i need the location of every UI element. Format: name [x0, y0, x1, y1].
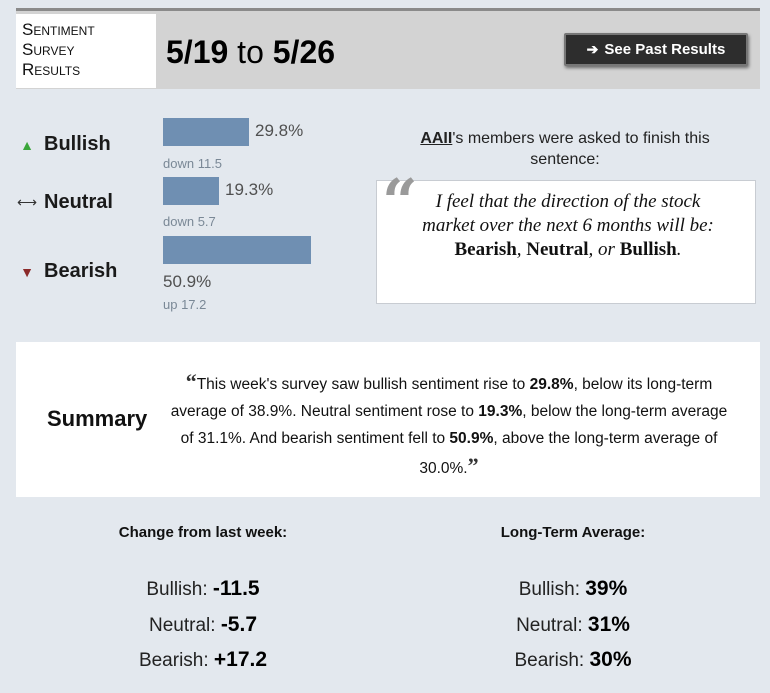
question-box — [376, 180, 756, 304]
change-value-bearish: +17.2 — [213, 648, 268, 671]
change-value-neutral: -5.7 — [220, 613, 257, 636]
change-label-bullish: Bullish: — [146, 579, 208, 600]
neutral-change: down 5.7 — [163, 214, 216, 229]
question-sentence: I feel that the direction of the stock m… — [420, 190, 716, 262]
long-term-label-bearish: Bearish: — [514, 650, 585, 671]
option-sep-2: , or — [588, 239, 620, 260]
bullish-change: down 11.5 — [163, 156, 223, 171]
close-quote-icon: ” — [467, 453, 479, 478]
aaii-link[interactable]: AAII — [420, 130, 453, 147]
summary-label: Summary — [47, 406, 148, 431]
down-triangle-icon: ▼ — [20, 263, 34, 280]
header-top-rule — [16, 8, 760, 11]
date-to: 5/26 — [272, 34, 336, 70]
question-sentence-text: I feel that the direction of the stock m… — [422, 191, 714, 236]
bearish-bar — [163, 236, 311, 264]
up-triangle-icon: ▲ — [20, 136, 34, 153]
long-term-row-neutral: Neutral: 31% — [456, 613, 690, 637]
change-row-bullish: Bullish: -11.5 — [86, 577, 320, 601]
summary-value-bullish: 29.8% — [529, 376, 574, 393]
summary-part-2: , below its long-term average of 38.9%. … — [170, 376, 713, 420]
option-sep-1: , — [516, 239, 527, 260]
double-arrow-icon: ⟷ — [16, 194, 38, 210]
summary-text: “This week's survey saw bullish sentimen… — [166, 368, 732, 482]
option-bearish: Bearish — [454, 239, 517, 260]
bearish-percent: 50.9% — [163, 272, 212, 291]
title-line-2: Survey — [22, 40, 75, 59]
bearish-change: up 17.2 — [163, 297, 207, 312]
bullish-bar — [163, 118, 249, 146]
long-term-row-bullish: Bullish: 39% — [456, 577, 690, 601]
open-quote-icon: “ — [185, 369, 197, 394]
option-neutral: Neutral — [526, 239, 589, 260]
long-term-row-bearish: Bearish: 30% — [456, 648, 690, 672]
question-intro-text: 's members were asked to finish this sen… — [452, 130, 710, 168]
neutral-percent: 19.3% — [225, 180, 274, 199]
arrow-right-icon: ➔ — [586, 41, 599, 57]
option-bullish: Bullish — [619, 239, 677, 260]
long-term-label-bullish: Bullish: — [518, 579, 580, 600]
sentiment-label-bearish: Bearish — [44, 260, 118, 282]
sentiment-row-bearish: ▼ Bearish — [16, 260, 117, 283]
date-range: 5/19 to 5/26 — [166, 32, 335, 72]
title-line-1: Sentiment — [22, 20, 95, 39]
sentiment-row-bullish: ▲ Bullish — [16, 133, 111, 156]
date-to-word: to — [237, 34, 264, 70]
change-label-bearish: Bearish: — [138, 650, 209, 671]
summary-box — [16, 342, 760, 497]
change-row-bearish: Bearish: +17.2 — [86, 648, 320, 672]
summary-value-neutral: 19.3% — [478, 403, 523, 420]
question-intro: AAII's members were asked to finish this… — [410, 128, 720, 170]
sentiment-label-neutral: Neutral — [44, 191, 113, 213]
change-heading: Change from last week: — [118, 524, 288, 541]
date-from: 5/19 — [166, 34, 229, 70]
page-title: Sentiment Survey Results — [16, 14, 156, 88]
long-term-heading: Long-Term Average: — [500, 524, 646, 541]
sentiment-label-bullish: Bullish — [44, 133, 111, 155]
long-term-value-neutral: 31% — [587, 613, 630, 636]
long-term-value-bullish: 39% — [585, 577, 628, 600]
sentiment-row-neutral: ⟷ Neutral — [16, 191, 113, 214]
bullish-percent: 29.8% — [255, 121, 304, 140]
long-term-label-neutral: Neutral: — [516, 615, 583, 636]
summary-value-bearish: 50.9% — [449, 430, 494, 447]
neutral-bar — [163, 177, 219, 205]
summary-part-1: This week's survey saw bullish sentiment… — [196, 376, 530, 393]
change-value-bullish: -11.5 — [212, 577, 260, 600]
title-line-3: Results — [22, 60, 81, 79]
long-term-value-bearish: 30% — [589, 648, 632, 671]
option-end: . — [676, 239, 682, 260]
summary-part-4: , above the long-term average of 30.0%. — [419, 430, 718, 477]
change-row-neutral: Neutral: -5.7 — [86, 613, 320, 637]
see-past-results-label: See Past Results — [604, 41, 726, 58]
quote-mark-icon: “ — [382, 165, 418, 238]
change-label-neutral: Neutral: — [149, 615, 216, 636]
see-past-results-button[interactable]: ➔ See Past Results — [564, 33, 748, 66]
summary-part-3: , below the long-term average of 31.1%. … — [180, 403, 728, 447]
